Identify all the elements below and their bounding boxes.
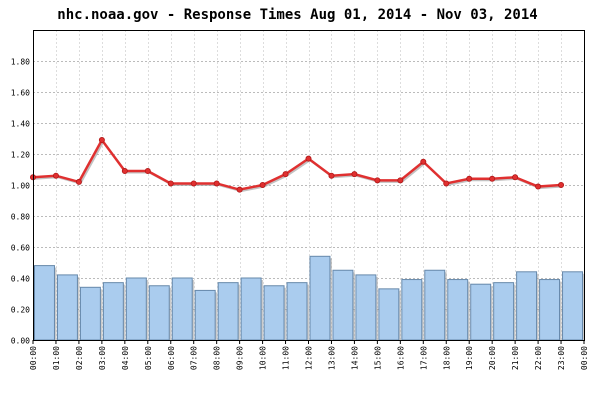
x-tick-label: 08:00 <box>213 346 222 370</box>
x-tick-label: 20:00 <box>488 346 497 370</box>
x-tick-label: 23:00 <box>557 346 566 370</box>
bar <box>263 285 285 341</box>
response-line-series <box>29 137 565 193</box>
bar <box>148 285 170 341</box>
x-tick-label: 07:00 <box>190 346 199 370</box>
response-bars <box>34 255 585 341</box>
x-tick-label: 06:00 <box>167 346 176 370</box>
bar <box>424 269 446 341</box>
line-point <box>466 175 473 182</box>
x-tick-label: 04:00 <box>121 346 130 370</box>
bar <box>286 282 308 341</box>
bar <box>171 277 193 341</box>
line-point <box>397 177 404 184</box>
y-tick-label: 1.60 <box>11 89 30 98</box>
bar <box>217 282 239 341</box>
line-point <box>144 168 151 175</box>
bar <box>562 271 584 341</box>
x-tick-label: 19:00 <box>465 346 474 370</box>
line-point <box>374 177 381 184</box>
x-tick-label: 12:00 <box>305 346 314 370</box>
bar <box>309 255 331 341</box>
y-tick-label: 0.80 <box>11 213 30 222</box>
y-tick-label: 0.40 <box>11 275 30 284</box>
y-tick-label: 1.80 <box>11 58 30 67</box>
line-point <box>328 172 335 179</box>
x-tick-label: 11:00 <box>282 346 291 370</box>
y-tick-label: 0.20 <box>11 306 30 315</box>
bar <box>125 277 147 341</box>
line-point <box>489 175 496 182</box>
line-point <box>443 180 450 187</box>
x-axis-ticks: 00:00 01:00 02:00 03:00 04:00 05:00 06:00 07:00… <box>29 340 589 370</box>
bar <box>102 282 124 341</box>
line-point <box>213 180 220 187</box>
x-tick-label: 00:00 <box>29 346 38 370</box>
line-point <box>305 155 312 162</box>
bar <box>378 288 400 341</box>
bar <box>194 289 216 341</box>
x-tick-label: 13:00 <box>327 346 336 370</box>
line-point <box>75 178 82 185</box>
x-tick-label: 21:00 <box>511 346 520 370</box>
y-axis-ticks: 0.00 0.20 0.40 0.60 0.80 1.00 1.20 1.40 1.60 1.80 <box>11 58 30 346</box>
x-tick-label: 17:00 <box>419 346 428 370</box>
y-tick-label: 1.40 <box>11 120 30 129</box>
line-point <box>98 137 105 144</box>
line-point <box>420 158 427 165</box>
line-point <box>52 172 59 179</box>
bar <box>493 282 515 341</box>
bar <box>447 279 469 341</box>
y-tick-label: 1.00 <box>11 182 30 191</box>
line-point <box>167 180 174 187</box>
line-point <box>259 181 266 188</box>
line-point <box>236 186 243 193</box>
bar <box>56 274 78 341</box>
line-point <box>512 174 519 181</box>
line-point <box>282 171 289 178</box>
x-tick-label: 14:00 <box>350 346 359 370</box>
bar <box>34 265 55 341</box>
x-tick-label: 18:00 <box>442 346 451 370</box>
chart-title: nhc.noaa.gov - Response Times Aug 01, 20… <box>57 7 537 23</box>
bar <box>332 269 354 341</box>
bar <box>79 286 101 341</box>
x-tick-label: 05:00 <box>144 346 153 370</box>
x-tick-label: 16:00 <box>396 346 405 370</box>
y-tick-label: 1.20 <box>11 151 30 160</box>
y-tick-label: 0.00 <box>11 337 30 346</box>
line-point <box>535 183 542 190</box>
bar <box>470 283 492 341</box>
bar <box>401 279 423 341</box>
series-line <box>32 137 562 191</box>
x-tick-label: 22:00 <box>534 346 543 370</box>
bar <box>539 279 561 341</box>
line-point <box>121 168 128 175</box>
bar <box>240 277 262 341</box>
line-point <box>351 171 358 178</box>
line-point <box>190 180 197 187</box>
line-point <box>558 181 565 188</box>
x-tick-label: 15:00 <box>373 346 382 370</box>
bar <box>516 271 538 341</box>
x-tick-label: 00:00 <box>580 346 589 370</box>
x-tick-label: 01:00 <box>52 346 61 370</box>
x-tick-label: 03:00 <box>98 346 107 370</box>
x-tick-label: 09:00 <box>236 346 245 370</box>
bar <box>355 274 377 341</box>
y-tick-label: 0.60 <box>11 244 30 253</box>
x-tick-label: 10:00 <box>259 346 268 370</box>
x-tick-label: 02:00 <box>75 346 84 370</box>
